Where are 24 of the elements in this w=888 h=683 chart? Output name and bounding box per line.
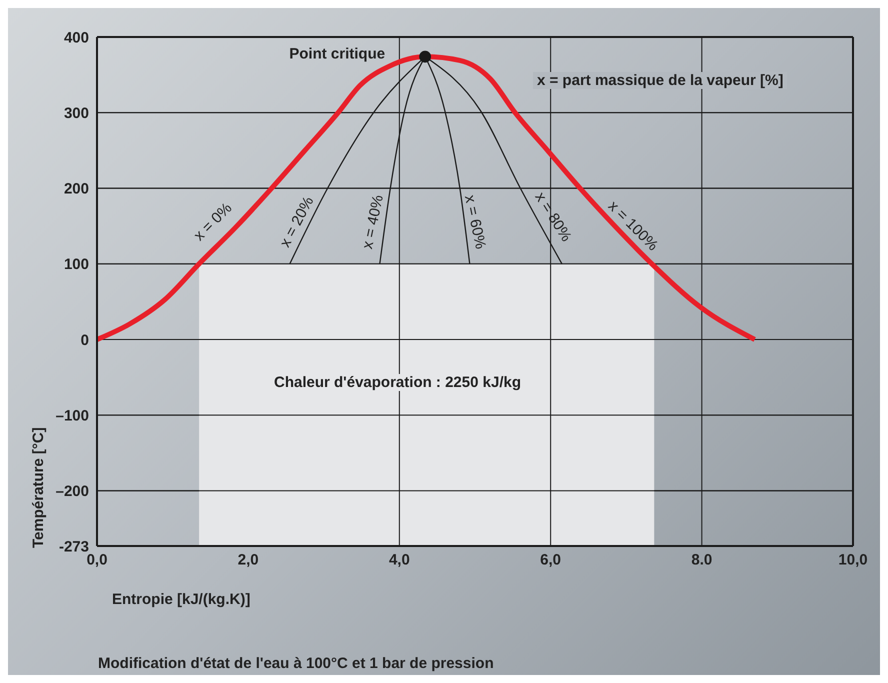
x-tick-label: 6,0 [540, 552, 562, 569]
y-tick-label: -273 [58, 538, 89, 556]
x-tick-label: 2,0 [238, 552, 259, 569]
annotation: x = 20% [276, 194, 318, 250]
y-tick-label: –200 [56, 483, 89, 500]
annotation: x = 0% [190, 200, 236, 244]
x-tick-label: 10,0 [838, 552, 868, 569]
x-tick-label: 0,0 [86, 552, 108, 569]
y-axis-title: Température [°C] [30, 427, 47, 548]
y-tick-label: 200 [64, 180, 89, 198]
y-tick-label: 400 [64, 29, 89, 46]
annotation: x = 40% [359, 194, 387, 250]
y-tick-label: 0 [80, 332, 89, 349]
text: Modification d'état de l'eau à 100°C et 1 bar de pression [98, 655, 495, 672]
x-axis-title: Entropie [kJ/(kg.K)] [112, 591, 250, 608]
y-tick-label: –100 [56, 407, 89, 424]
annotation: x = 60% [461, 194, 489, 250]
annotation: Chaleur d'évaporation : 2250 kJ/kg [270, 374, 525, 391]
x-tick-label: 4,0 [388, 552, 410, 569]
annotation: Point critique [289, 46, 386, 63]
y-tick-label: 300 [64, 104, 89, 122]
y-tick-label: 100 [64, 256, 89, 274]
annotation: x = part massique de la vapeur [%] [533, 72, 788, 89]
x-tick-label: 8.0 [691, 552, 712, 569]
